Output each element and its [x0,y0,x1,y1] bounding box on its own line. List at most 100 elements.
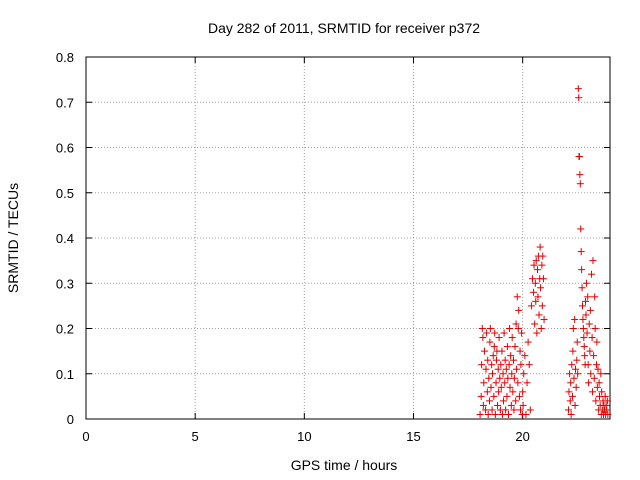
data-point [576,180,584,188]
data-point [583,329,591,337]
data-point [484,410,492,418]
data-point [505,361,513,369]
data-point [585,379,593,387]
data-point [502,365,510,373]
data-point [521,352,529,360]
data-point [488,361,496,369]
data-point [575,153,583,161]
data-point [525,361,533,369]
data-point [586,306,594,314]
data-point [574,85,582,93]
data-point [566,370,574,378]
data-point [579,325,587,332]
data-point [518,329,526,337]
data-point [535,311,543,319]
data-point [483,388,491,396]
data-point [590,374,598,382]
data-point [514,379,522,387]
data-point [594,365,602,373]
data-point [539,252,547,260]
data-point [485,374,493,382]
data-point [479,334,487,342]
data-point [480,347,488,355]
data-point [499,410,507,418]
data-point [604,410,612,418]
data-point [536,243,544,251]
data-point [595,379,603,387]
data-point [512,397,520,405]
data-point [524,338,532,346]
data-point [598,388,606,396]
data-point [567,379,575,387]
y-tick-label: 0.8 [56,50,74,65]
data-point [532,257,540,265]
data-point [585,320,593,328]
data-point [578,302,586,310]
data-point [492,356,500,364]
data-point [500,329,508,337]
data-point [582,311,590,319]
data-point [528,275,536,283]
data-point [570,374,578,382]
data-point [530,288,538,296]
x-tick-label: 10 [297,429,311,444]
data-point [532,297,540,305]
x-tick-label: 20 [515,429,529,444]
data-point [507,352,515,360]
data-point [516,347,524,355]
data-point [568,392,576,400]
data-point [496,374,504,382]
data-point [588,334,596,342]
data-point [578,284,586,292]
x-tick-label: 0 [82,429,89,444]
data-point [479,401,487,409]
y-tick-label: 0.2 [56,322,74,337]
data-point [503,392,511,400]
data-point [476,410,484,418]
x-axis-label: GPS time / hours [291,457,398,473]
data-point [514,325,522,332]
data-point [592,397,600,405]
data-point [483,329,491,337]
x-tick-label: 15 [406,429,420,444]
data-point [501,356,509,364]
y-tick-label: 0 [67,412,74,427]
data-point [508,370,516,378]
y-axis: 0 0.1 0.2 0.3 0.4 0.5 0.6 0.7 0.8 [56,50,610,427]
data-point [602,401,610,409]
data-point [574,370,582,378]
data-point [503,343,511,351]
data-point [603,406,611,414]
data-point [498,347,506,355]
data-point [565,406,573,414]
data-point [508,334,516,342]
data-point [511,343,519,351]
data-point [482,365,490,373]
data-point [597,370,605,378]
data-point [584,293,592,301]
data-point [519,388,527,396]
data-point [497,383,505,391]
data-point [495,388,503,396]
data-point [573,338,581,346]
data-point [489,352,497,360]
data-point [587,270,595,278]
data-point [584,361,592,369]
data-point [527,302,535,310]
data-point [533,329,541,337]
data-point [509,388,517,396]
data-point [573,356,581,364]
data-point [491,410,499,418]
data-point [534,266,542,274]
y-tick-label: 0.4 [56,231,74,246]
data-point [569,347,577,355]
data-point [586,347,594,355]
data-point [565,388,573,396]
x-tick-label: 5 [192,429,199,444]
data-point [603,397,611,405]
data-point [590,352,598,360]
data-point [512,320,520,328]
data-point [578,266,586,274]
data-point [538,261,546,269]
